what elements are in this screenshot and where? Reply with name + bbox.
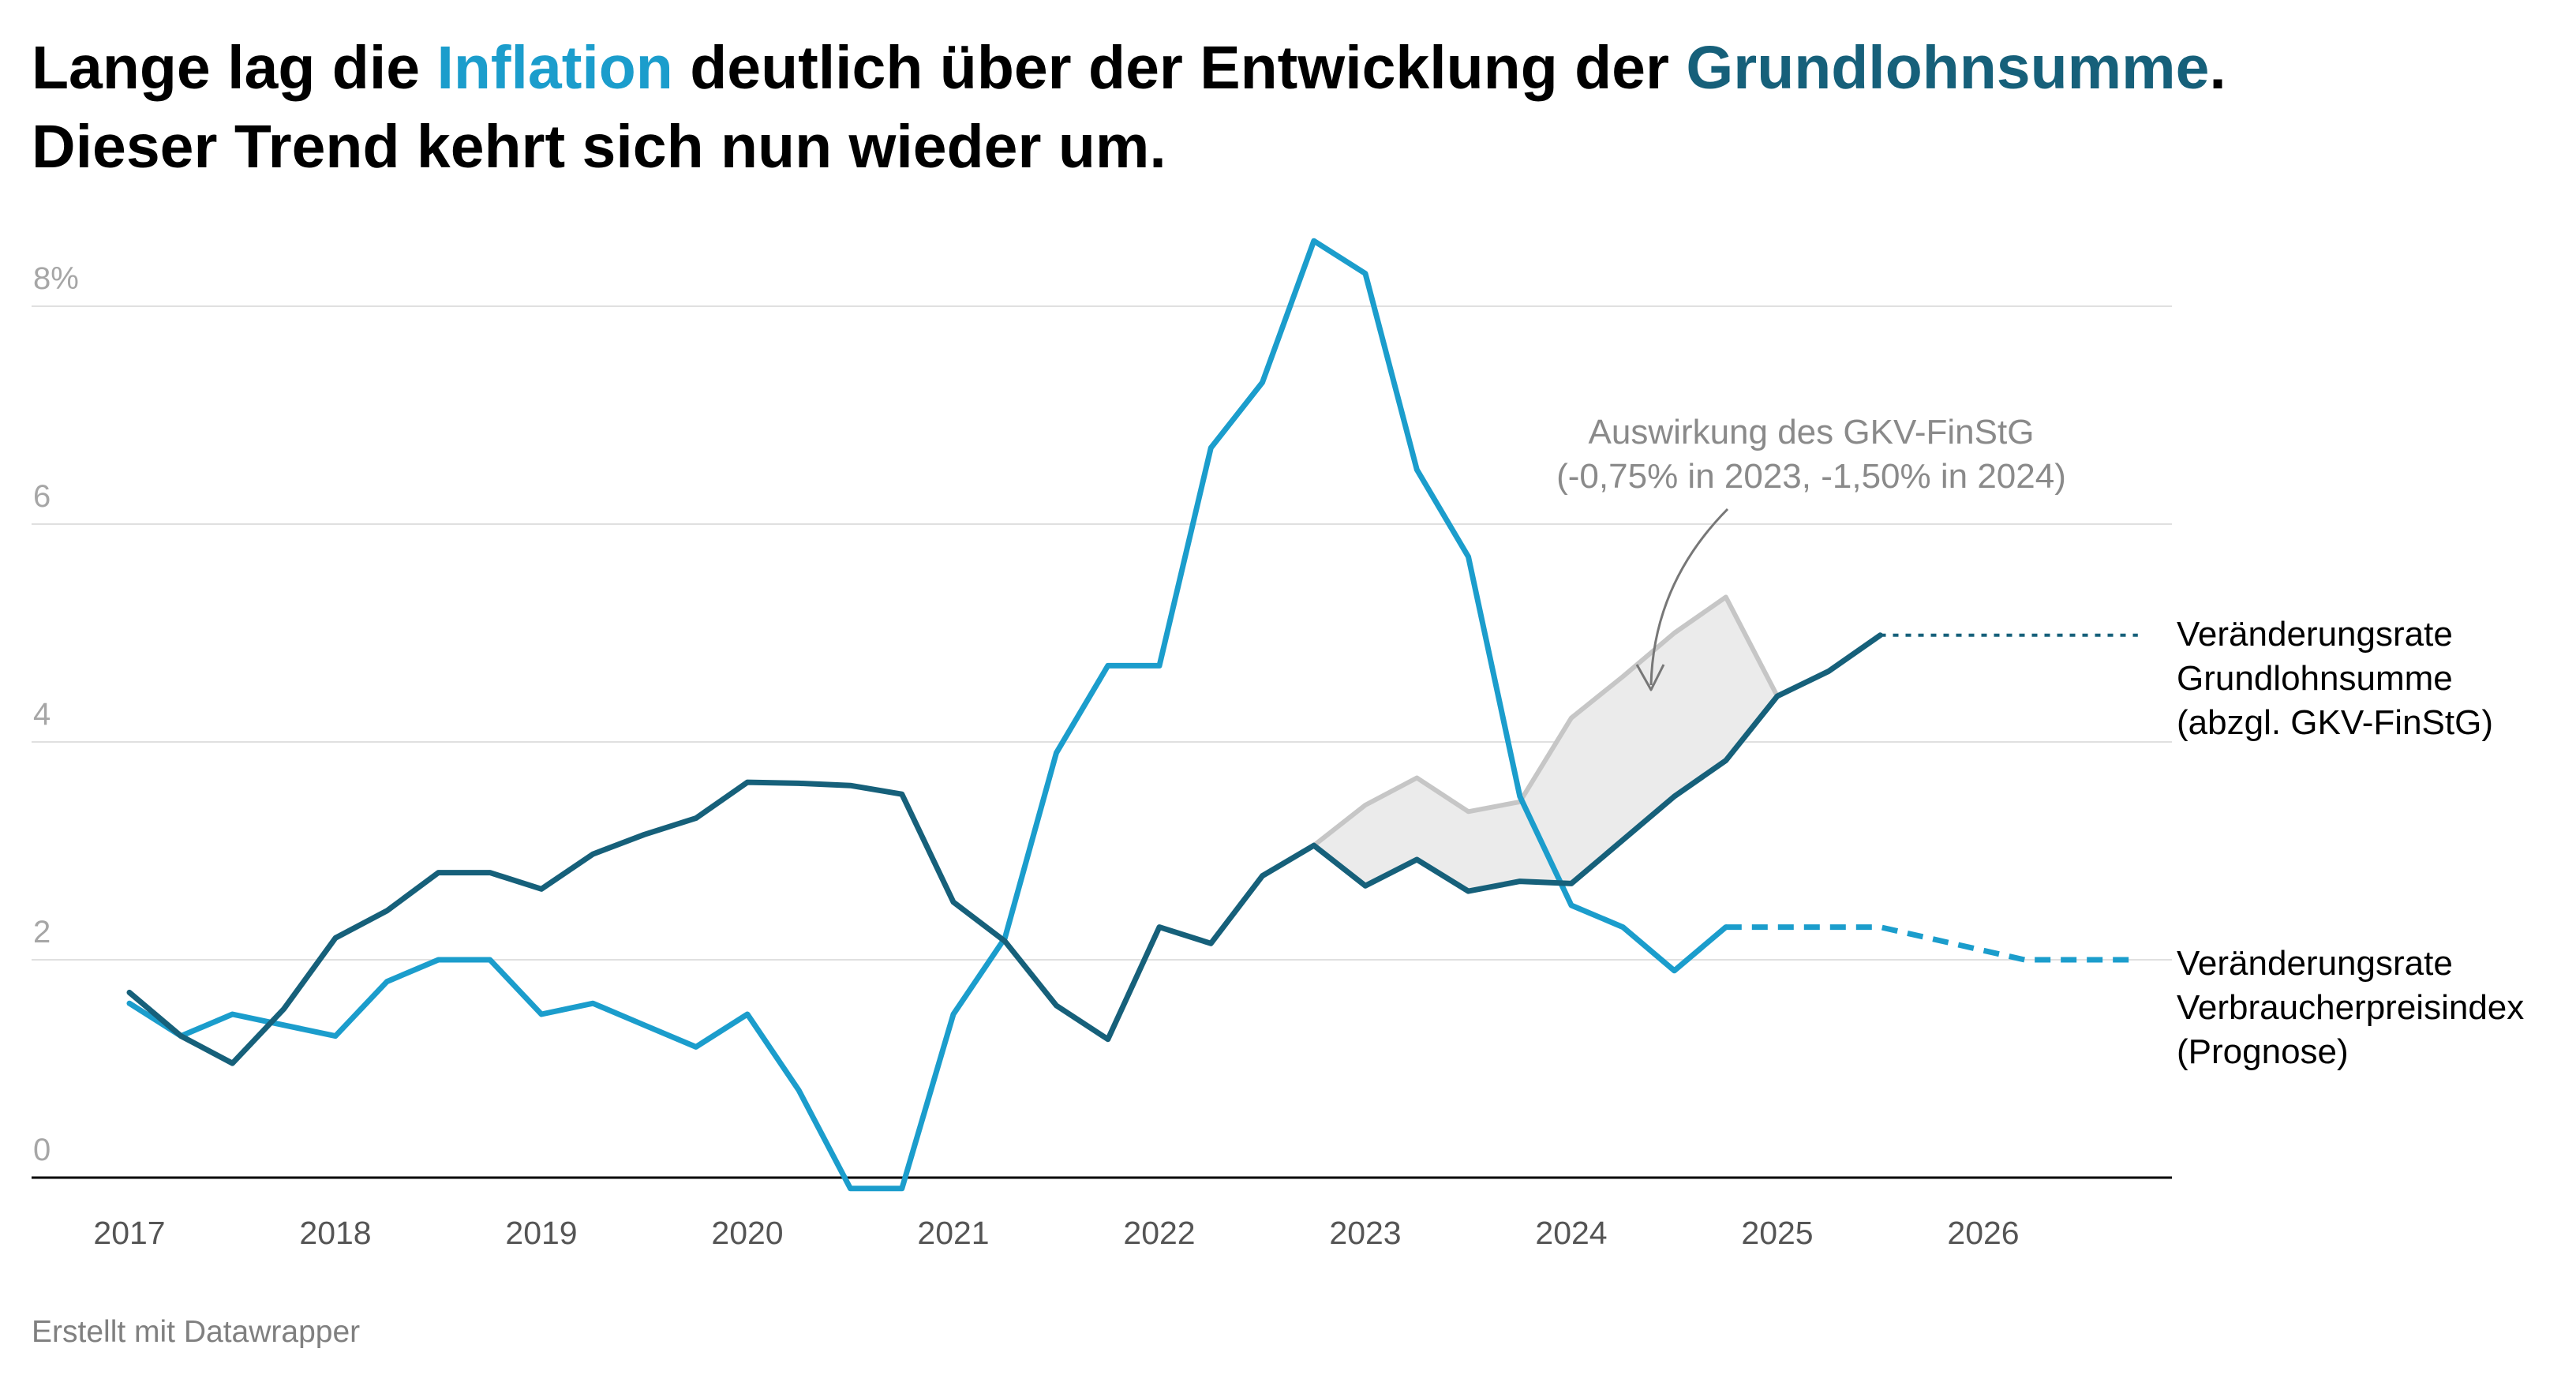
series-label-verbraucherpreisindex-line: (Prognose)	[2177, 1032, 2349, 1071]
series-label-grundlohnsumme-line: Grundlohnsumme	[2177, 659, 2453, 698]
x-tick-label: 2021	[917, 1215, 989, 1251]
y-tick-label: 4	[33, 697, 51, 732]
x-tick-label: 2024	[1535, 1215, 1607, 1251]
annotation-text: Auswirkung des GKV-FinStG (-0,75% in 2023…	[1556, 413, 2066, 496]
annotation-arrowhead	[1635, 664, 1665, 691]
title-text-1: Lange lag die	[32, 34, 437, 102]
y-tick-label: 6	[33, 479, 51, 514]
title-highlight-grundlohnsumme: Grundlohnsumme	[1686, 34, 2210, 102]
series-line-inflation	[126, 238, 1729, 1192]
x-tick-label: 2019	[505, 1215, 577, 1251]
y-tick-label: 2	[33, 915, 51, 950]
title-highlight-inflation: Inflation	[436, 34, 673, 102]
annotation-arrow	[1649, 508, 1729, 686]
x-tick-label: 2020	[711, 1215, 783, 1251]
x-tick-label: 2026	[1947, 1215, 2019, 1251]
title-line-2: Dieser Trend kehrt sich nun wieder um.	[32, 113, 1166, 181]
series-label-grundlohnsumme: Veränderungsrate Grundlohnsumme (abzgl. GK…	[2177, 615, 2493, 742]
series-lines	[126, 238, 2138, 1192]
gridlines	[32, 305, 2172, 1179]
annotation-line: Auswirkung des GKV-FinStG	[1589, 413, 2035, 451]
title-text-3: .	[2209, 34, 2226, 102]
x-tick-label: 2022	[1123, 1215, 1195, 1251]
y-tick-label: 8%	[33, 261, 79, 296]
series-label-verbraucherpreisindex-line: Verbraucherpreisindex	[2177, 988, 2524, 1027]
series-line-inflation-prognose	[1725, 924, 2138, 963]
chart-title: Lange lag die Inflation deutlich über de…	[32, 28, 2518, 186]
annotation-line: (-0,75% in 2023, -1,50% in 2024)	[1556, 457, 2066, 496]
x-tick-label: 2025	[1741, 1215, 1813, 1251]
x-tick-label: 2018	[299, 1215, 371, 1251]
series-labels: Veränderungsrate Grundlohnsumme (abzgl. GK…	[2177, 615, 2524, 1071]
series-label-grundlohnsumme-line: (abzgl. GKV-FinStG)	[2177, 703, 2493, 742]
series-label-verbraucherpreisindex: Veränderungsrate Verbraucherpreisindex (Pr…	[2177, 944, 2524, 1071]
series-line-grundlohnsumme	[126, 632, 1883, 1066]
series-line-grundlohnsumme-vor-gkv	[1311, 594, 1780, 848]
series-label-verbraucherpreisindex-line: Veränderungsrate	[2177, 944, 2453, 983]
series-label-grundlohnsumme-line: Veränderungsrate	[2177, 615, 2453, 654]
x-tick-label: 2017	[93, 1215, 165, 1251]
credit-line: Erstellt mit Datawrapper	[32, 1315, 361, 1349]
annotation: Auswirkung des GKV-FinStG (-0,75% in 2023…	[1556, 413, 2066, 691]
tick-labels: 0 2 4 6 8% 2017 2018 2019 2020 2021 2022 2023 2024 20…	[33, 261, 2020, 1251]
title-text-2: deutlich über der Entwicklung der	[672, 34, 1687, 102]
y-tick-label: 0	[33, 1133, 51, 1167]
x-tick-label: 2023	[1329, 1215, 1401, 1251]
